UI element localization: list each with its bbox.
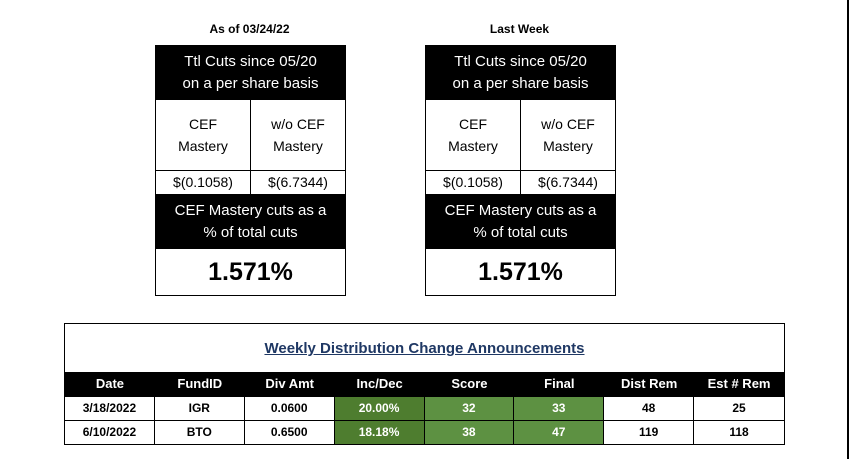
announcements-title: Weekly Distribution Change Announcements [264,340,585,357]
final-cell: 47 [514,420,605,444]
lastweek-table-caption: Last Week [489,22,550,36]
cef-mastery-value: $(0.1058) [156,171,251,194]
wo-cef-mastery-column-label: w/o CEF Mastery [521,100,615,170]
col1-line1: CEF [189,116,217,132]
wo-cef-mastery-value: $(6.7344) [268,174,328,190]
screenshot-edge-line [847,0,849,459]
summary-header-line2: on a per share basis [182,75,319,92]
summary-column-labels: CEF Mastery w/o CEF Mastery [156,100,345,171]
subheader-line1: CEF Mastery cuts as a [174,202,327,219]
current-table-caption: As of 03/24/22 [209,22,290,36]
summary-header-lastweek: Ttl Cuts since 05/20 on a per share basi… [426,46,615,100]
summary-values: $(0.1058) $(6.7344) [426,171,615,195]
summary-column-labels: CEF Mastery w/o CEF Mastery [426,100,615,171]
wo-cef-mastery-value: $(6.7344) [538,174,598,190]
summary-header-line1: Ttl Cuts since 05/20 [454,53,587,70]
col2-line2: Mastery [543,138,593,154]
fundid-cell: IGR [154,396,245,420]
distrem-cell: 119 [604,420,695,444]
divamt-cell: 0.0600 [244,396,335,420]
column-header-fundid: FundID [177,376,223,391]
summary-header-current: Ttl Cuts since 05/20 on a per share basi… [156,46,345,100]
column-header-divamt: Div Amt [265,376,314,391]
summary-table-lastweek: Ttl Cuts since 05/20 on a per share basi… [425,45,616,296]
score-cell: 32 [424,396,515,420]
wo-cef-mastery-column-label: w/o CEF Mastery [251,100,345,170]
percent-of-total-cuts: 1.571% [478,258,563,286]
summary-header-line2: on a per share basis [452,75,589,92]
column-header-final: Final [544,376,575,391]
incdec-cell: 18.18% [334,420,425,444]
column-header-date: Date [95,376,125,391]
summary-values: $(0.1058) $(6.7344) [156,171,345,195]
date-cell: 6/10/2022 [65,420,155,444]
score-cell: 38 [424,420,515,444]
cef-mastery-column-label: CEF Mastery [156,100,251,170]
table-row: 3/18/2022 IGR 0.0600 20.00% 32 33 48 25 [65,396,784,420]
summary-table-current: Ttl Cuts since 05/20 on a per share basi… [155,45,346,296]
cef-mastery-value: $(0.1058) [426,171,521,194]
col1-line2: Mastery [448,138,498,154]
column-header-distrem: Dist Rem [621,376,678,391]
subheader-line2: % of total cuts [473,224,568,241]
col2-line2: Mastery [273,138,323,154]
date-cell: 3/18/2022 [65,396,155,420]
percent-of-total-cuts: 1.571% [208,258,293,286]
estrem-cell: 25 [694,396,784,420]
col1-line1: CEF [459,116,487,132]
announcements-table: Weekly Distribution Change Announcements… [64,323,785,445]
col1-line2: Mastery [178,138,228,154]
table-row: 6/10/2022 BTO 0.6500 18.18% 38 47 119 11… [65,420,784,444]
divamt-cell: 0.6500 [244,420,335,444]
subheader-line2: % of total cuts [203,224,298,241]
estrem-cell: 118 [694,420,784,444]
column-header-estrem: Est # Rem [707,376,771,391]
distrem-cell: 48 [604,396,695,420]
cef-mastery-column-label: CEF Mastery [426,100,521,170]
summary-subheader-lastweek: CEF Mastery cuts as a % of total cuts [426,195,615,249]
subheader-line1: CEF Mastery cuts as a [444,202,597,219]
column-header-score: Score [451,376,488,391]
summary-subheader-current: CEF Mastery cuts as a % of total cuts [156,195,345,249]
col2-line1: w/o CEF [271,116,325,132]
incdec-cell: 20.00% [334,396,425,420]
announcements-header-row: Date FundID Div Amt Inc/Dec Score Final … [65,372,784,396]
final-cell: 33 [514,396,605,420]
column-header-incdec: Inc/Dec [356,376,403,391]
col2-line1: w/o CEF [541,116,595,132]
summary-header-line1: Ttl Cuts since 05/20 [184,53,317,70]
fundid-cell: BTO [154,420,245,444]
